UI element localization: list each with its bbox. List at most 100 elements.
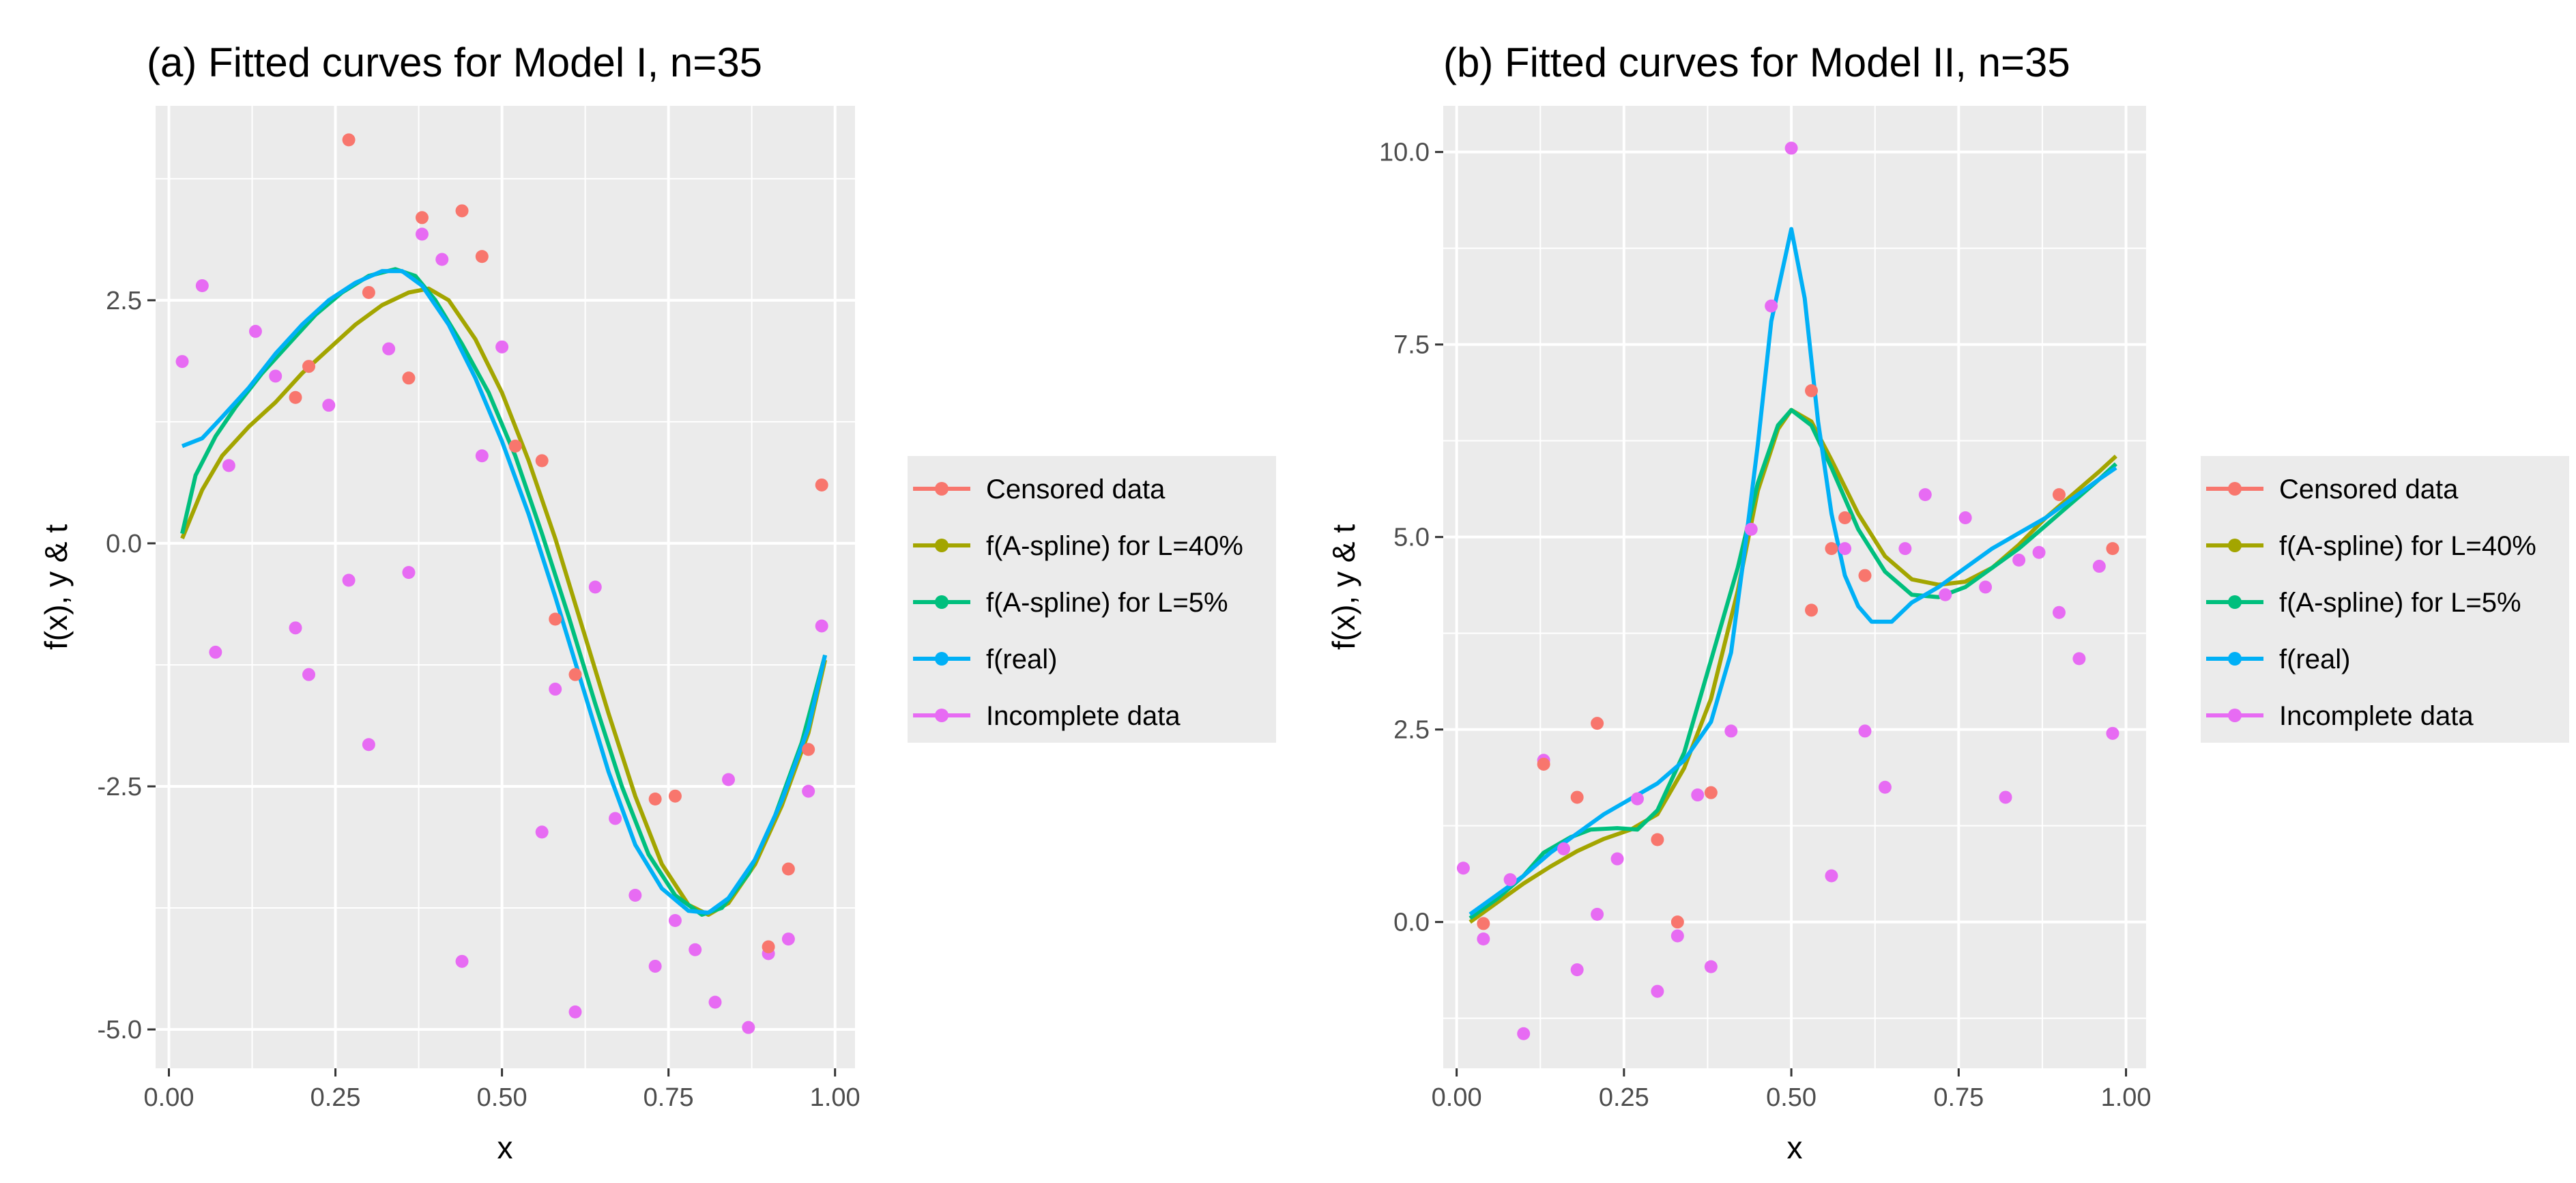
incomplete-data-point: [1477, 932, 1490, 945]
legend-label-censored: Censored data: [2279, 474, 2459, 504]
incomplete-data-point: [742, 1021, 755, 1034]
censored-data-point: [1805, 384, 1819, 397]
incomplete-data-point: [1630, 792, 1644, 806]
incomplete-data-point: [209, 645, 222, 659]
incomplete-data-point: [628, 888, 642, 902]
incomplete-data-point: [248, 324, 262, 338]
minor-gridlines: [1443, 106, 2146, 1068]
censored-data-point: [402, 371, 416, 385]
y-axis-label: f(x), y & t: [38, 524, 74, 650]
censored-data-point: [549, 612, 562, 626]
incomplete-data-point: [1784, 141, 1798, 155]
incomplete-data-point: [588, 580, 602, 594]
x-tick-label: 0.75: [1933, 1083, 1984, 1112]
incomplete-data-point: [455, 954, 469, 968]
incomplete-data-point: [2052, 605, 2066, 619]
incomplete-data-point: [1958, 511, 1972, 524]
legend: Censored data f(A-spline) for L=40% f(A-…: [2201, 456, 2569, 743]
x-tick-label: 0.00: [144, 1083, 194, 1112]
censored-data-point: [1591, 717, 1604, 730]
incomplete-data-point: [2012, 554, 2026, 567]
censored-data-point: [1825, 542, 1838, 556]
x-tick-label: 0.50: [1766, 1083, 1817, 1112]
censored-data-point: [2106, 542, 2119, 556]
incomplete-data-point: [495, 340, 509, 354]
incomplete-data-point: [1503, 873, 1517, 887]
censored-data-point: [568, 668, 582, 681]
legend-key-dot-incomplete: [935, 709, 949, 722]
y-tick-label: 5.0: [1393, 524, 1430, 552]
chart-title: (b) Fitted curves for Model II, n=35: [1443, 40, 2070, 85]
series-line-real: [181, 269, 828, 915]
y-tick-label: 2.5: [106, 287, 142, 315]
legend-background: [2201, 456, 2569, 743]
data-points: [1456, 141, 2119, 1040]
x-axis-label: x: [1787, 1130, 1803, 1165]
incomplete-data-point: [1898, 542, 1912, 556]
legend-label-real: f(real): [2279, 644, 2350, 674]
plot-background: [1443, 106, 2146, 1068]
y-tick-label: -2.5: [98, 773, 142, 801]
legend-background: [908, 456, 1276, 743]
censored-data-point: [762, 940, 775, 954]
x-tick-label: 0.75: [643, 1083, 694, 1112]
incomplete-data-point: [1939, 588, 1952, 601]
incomplete-data-point: [289, 621, 302, 635]
incomplete-data-point: [322, 399, 336, 412]
legend-key-dot-aspline5: [2228, 595, 2242, 609]
chart-title: (a) Fitted curves for Model I, n=35: [147, 40, 762, 85]
incomplete-data-point: [1570, 963, 1584, 977]
legend-label-censored: Censored data: [986, 474, 1166, 504]
censored-data-point: [1858, 569, 1872, 582]
series-lines: [1468, 227, 2117, 924]
censored-data-point: [1805, 603, 1819, 617]
legend-key-dot-censored: [2228, 482, 2242, 496]
incomplete-data-point: [362, 738, 375, 752]
incomplete-data-point: [2092, 560, 2106, 573]
y-tick-label: 10.0: [1379, 139, 1430, 167]
legend-label-incomplete: Incomplete data: [986, 701, 1181, 731]
y-tick-label: 7.5: [1393, 331, 1430, 360]
incomplete-data-point: [2106, 726, 2119, 740]
incomplete-data-point: [1979, 580, 1993, 594]
chart-panel-a: (a) Fitted curves for Model I, n=35 0.00…: [38, 40, 1276, 1165]
x-tick-label: 0.00: [1432, 1083, 1482, 1112]
censored-data-point: [362, 285, 375, 299]
incomplete-data-point: [1999, 790, 2012, 804]
incomplete-data-point: [269, 369, 283, 383]
incomplete-data-point: [549, 683, 562, 696]
y-axis-ticks: -5.0 -2.5 0.0 2.5: [98, 287, 156, 1044]
minor-gridlines: [156, 106, 855, 1068]
censored-data-point: [1651, 833, 1664, 846]
incomplete-data-point: [415, 227, 429, 241]
censored-data-point: [1537, 757, 1550, 771]
censored-data-point: [455, 204, 469, 218]
censored-data-point: [1570, 790, 1584, 804]
incomplete-data-point: [1918, 488, 1932, 502]
y-tick-label: 0.0: [1393, 909, 1430, 937]
incomplete-data-point: [1670, 929, 1684, 943]
censored-data-point: [668, 789, 682, 803]
legend-key-dot-aspline5: [935, 595, 949, 609]
y-axis-label: f(x), y & t: [1326, 524, 1361, 650]
incomplete-data-point: [1744, 522, 1758, 536]
incomplete-data-point: [302, 668, 316, 681]
incomplete-data-point: [708, 995, 722, 1009]
incomplete-data-point: [1557, 842, 1571, 856]
incomplete-data-point: [668, 914, 682, 928]
data-points: [175, 133, 828, 1034]
censored-data-point: [802, 743, 815, 756]
incomplete-data-point: [1765, 299, 1778, 313]
series-line-real: [1468, 227, 2117, 916]
incomplete-data-point: [1651, 984, 1664, 998]
incomplete-data-point: [1691, 788, 1705, 802]
incomplete-data-point: [175, 355, 189, 369]
series-lines: [180, 267, 828, 917]
legend-label-aspline40: f(A-spline) for L=40%: [986, 531, 1243, 561]
incomplete-data-point: [689, 943, 702, 956]
incomplete-data-point: [195, 279, 209, 292]
x-tick-label: 0.25: [310, 1083, 361, 1112]
x-tick-label: 1.00: [810, 1083, 860, 1112]
x-axis-ticks: 0.00 0.25 0.50 0.75 1.00: [144, 1068, 860, 1112]
censored-data-point: [302, 360, 316, 373]
